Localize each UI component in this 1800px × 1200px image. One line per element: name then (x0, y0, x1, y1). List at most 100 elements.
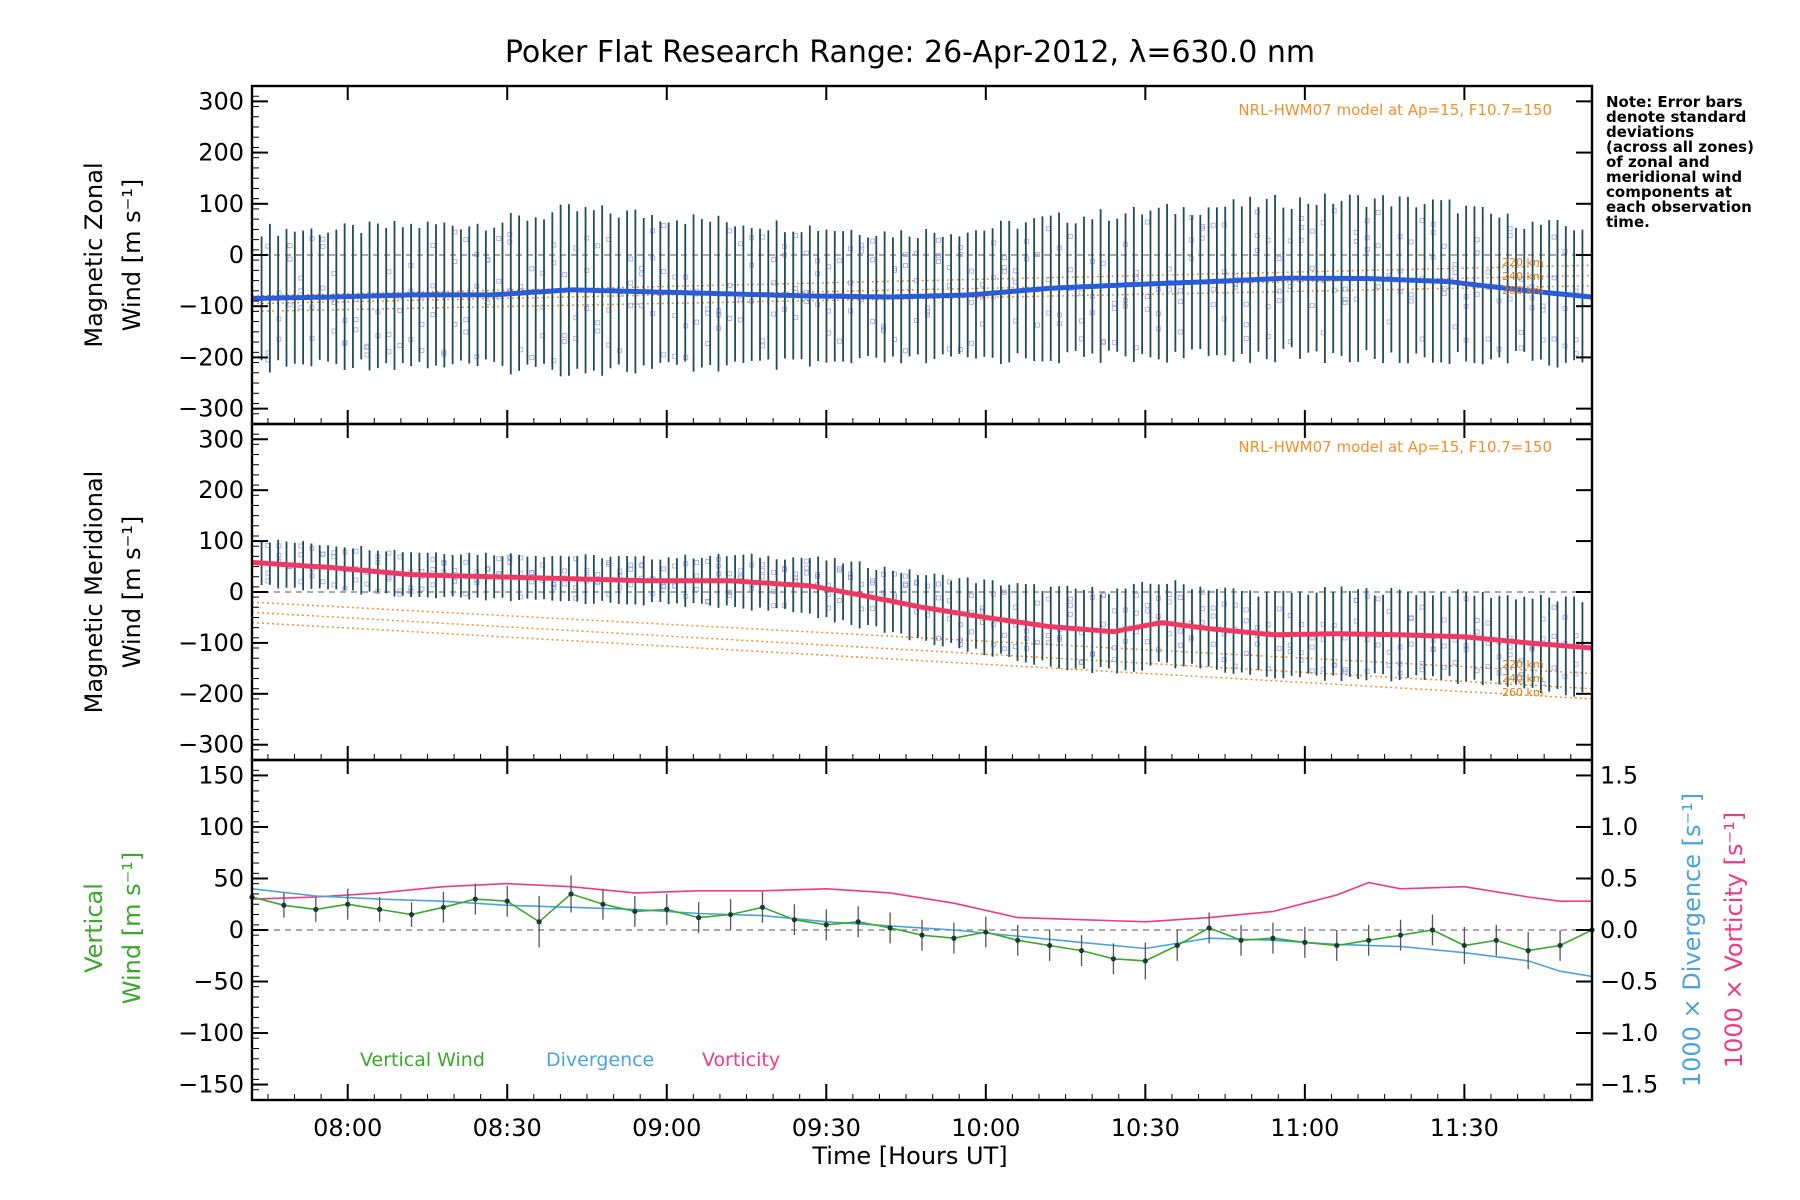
zone-marker (331, 582, 337, 588)
zone-marker (881, 571, 887, 577)
zone-marker (1474, 618, 1480, 624)
zone-marker (870, 257, 876, 263)
zone-marker (1474, 237, 1480, 243)
zone-marker (1177, 595, 1183, 601)
zone-marker (1331, 622, 1337, 628)
vertical-wind-point (377, 906, 383, 912)
zone-marker (1210, 222, 1216, 228)
zone-marker (1408, 292, 1414, 298)
y-axis-tick-label: 300 (198, 425, 244, 453)
vertical-wind-point (1334, 942, 1340, 949)
zone-marker (837, 338, 843, 344)
y-axis-tick-label: 200 (198, 139, 244, 167)
zone-marker (870, 318, 876, 324)
zone-marker (705, 341, 711, 347)
note-line: each observation (1606, 198, 1752, 216)
zone-marker (628, 303, 634, 309)
zone-marker (1034, 322, 1040, 328)
zone-marker (1342, 297, 1348, 303)
zone-marker (903, 263, 909, 269)
zone-marker (1045, 596, 1051, 602)
zone-marker (1210, 286, 1216, 292)
zone-marker (771, 256, 777, 262)
zone-marker (1111, 645, 1117, 651)
zone-marker (1177, 642, 1183, 648)
x-axis-tick-label: 10:30 (1111, 1114, 1180, 1142)
zone-marker (1111, 339, 1117, 345)
zone-marker (419, 321, 425, 327)
zone-marker (1518, 678, 1524, 684)
note-block: Note: Error bars denote standard deviati… (1606, 93, 1754, 231)
zone-marker (1551, 633, 1557, 639)
zone-marker (320, 244, 326, 250)
zone-marker (386, 269, 392, 275)
zone-marker (903, 252, 909, 258)
zone-marker (1485, 640, 1491, 646)
zone-marker (1045, 632, 1051, 638)
zone-marker (617, 568, 623, 574)
zone-marker (1375, 284, 1381, 290)
zone-marker (496, 235, 502, 241)
legend-vorticity: Vorticity (702, 1049, 780, 1071)
zone-marker (1375, 243, 1381, 249)
model-line (251, 264, 1593, 297)
y-axis-tick-label: −150 (178, 1071, 244, 1099)
zone-marker (870, 578, 876, 584)
zone-marker (793, 233, 799, 239)
note-line: Note: Error bars (1606, 93, 1743, 111)
zone-marker (386, 349, 392, 355)
zone-marker (1452, 270, 1458, 276)
zone-marker (430, 312, 436, 318)
vertical-wind-point (919, 932, 925, 938)
zone-marker (1441, 617, 1447, 623)
zone-marker (331, 554, 337, 560)
zone-marker (1034, 639, 1040, 645)
zone-marker (430, 283, 436, 289)
zone-marker (430, 243, 436, 249)
y-axis-tick-label: 200 (198, 476, 244, 504)
vertical-wind-point (281, 902, 287, 908)
vertical-wind-point (568, 891, 574, 897)
zone-marker (1331, 662, 1337, 668)
zone-marker (727, 571, 733, 577)
zone-marker (661, 268, 667, 274)
zone-marker (870, 605, 876, 611)
zone-marker (935, 259, 941, 265)
zone-marker (1474, 668, 1480, 674)
zone-marker (804, 558, 810, 564)
zone-marker (617, 348, 623, 354)
zone-marker (738, 317, 744, 323)
zone-marker (1133, 269, 1139, 275)
vertical-wind-point (1493, 937, 1499, 943)
zone-marker (661, 566, 667, 572)
vertical-wind-point (600, 901, 606, 907)
zone-marker (628, 582, 634, 588)
meridional-ylabel-line-2: Wind [m s⁻¹] (118, 516, 146, 668)
vertical-wind-point (1302, 939, 1308, 945)
zone-marker (1507, 296, 1513, 302)
zone-marker (1001, 268, 1007, 274)
meridional-ylabel-line-1: Magnetic Meridional (80, 471, 108, 714)
zone-marker (1551, 234, 1557, 240)
zone-marker (1518, 658, 1524, 664)
vertical-wind-point (345, 901, 351, 907)
zone-marker (661, 584, 667, 590)
zone-marker (364, 581, 370, 587)
zone-marker (881, 328, 887, 334)
zone-marker (760, 338, 766, 344)
zone-marker (1001, 646, 1007, 652)
zone-marker (771, 569, 777, 575)
zone-marker (694, 560, 700, 566)
zone-marker (793, 575, 799, 581)
y-axis-tick-label: 150 (198, 761, 244, 789)
zone-marker (694, 586, 700, 592)
zone-marker (1441, 291, 1447, 297)
zone-marker (1243, 618, 1249, 624)
zonal-mean-line (251, 275, 1593, 301)
zone-marker (1001, 264, 1007, 270)
note-line: denote standard (1606, 108, 1746, 126)
zone-marker (617, 584, 623, 590)
vertical-wind-point (727, 911, 734, 918)
zone-marker (1441, 664, 1447, 670)
